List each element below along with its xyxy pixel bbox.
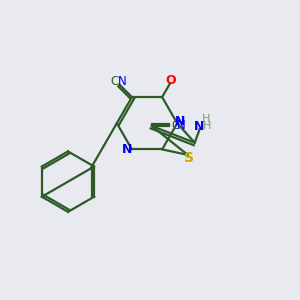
- Text: N: N: [117, 74, 126, 88]
- Text: N: N: [175, 115, 185, 128]
- Text: N: N: [194, 120, 205, 133]
- Text: C: C: [111, 74, 119, 88]
- Text: H: H: [202, 114, 211, 124]
- Text: H: H: [203, 121, 211, 131]
- Text: C: C: [171, 119, 179, 132]
- Text: N: N: [177, 119, 186, 132]
- Text: S: S: [184, 152, 194, 165]
- Text: N: N: [122, 143, 133, 156]
- Text: O: O: [166, 74, 176, 87]
